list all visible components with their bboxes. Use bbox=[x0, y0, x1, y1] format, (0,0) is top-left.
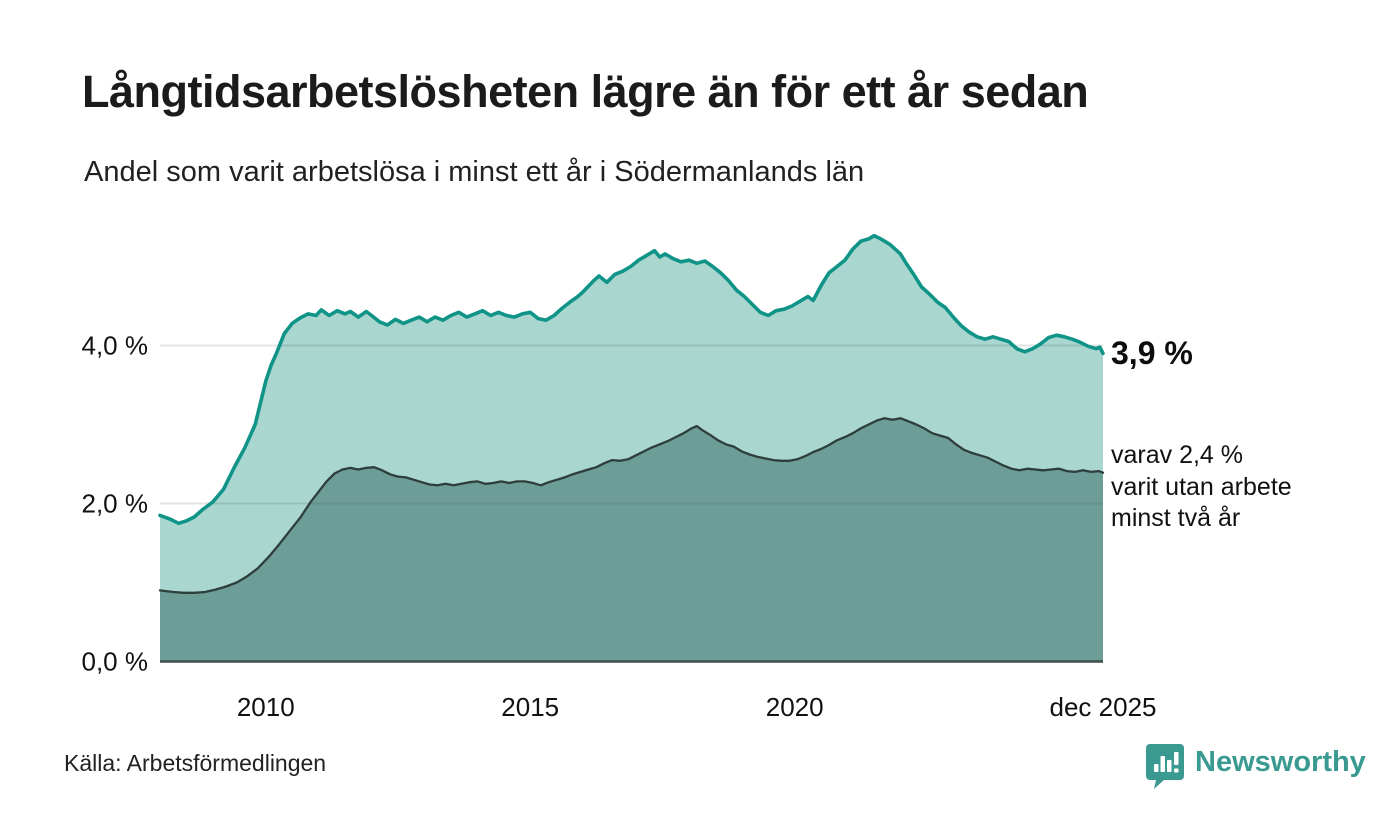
newsworthy-pin-icon bbox=[1146, 742, 1186, 795]
line-min-one-year bbox=[158, 233, 1105, 526]
x-tick-label: 2015 bbox=[501, 692, 560, 722]
page-title: Långtidsarbetslösheten lägre än för ett … bbox=[82, 66, 1089, 117]
source-credit: Källa: Arbetsförmedlingen bbox=[64, 750, 327, 776]
y-tick-label: 0,0 % bbox=[81, 646, 149, 676]
annotation-two-years: varav 2,4 % varit utan arbete minst två … bbox=[1111, 441, 1292, 532]
line-min-two-years bbox=[158, 417, 1105, 594]
brand-logo: Newsworthy bbox=[1146, 742, 1366, 792]
y-tick-label: 4,0 % bbox=[81, 330, 149, 360]
x-tick-label: dec 2025 bbox=[1049, 692, 1157, 722]
y-tick-label: 2,0 % bbox=[81, 488, 149, 518]
annotation-latest-total: 3,9 % bbox=[1111, 335, 1193, 371]
brand-name: Newsworthy bbox=[1195, 746, 1366, 778]
area-min-two-years bbox=[160, 418, 1103, 662]
x-tick-label: 2020 bbox=[765, 692, 824, 722]
x-tick-label: 2010 bbox=[236, 692, 295, 722]
page-subtitle: Andel som varit arbetslösa i minst ett å… bbox=[84, 156, 865, 188]
